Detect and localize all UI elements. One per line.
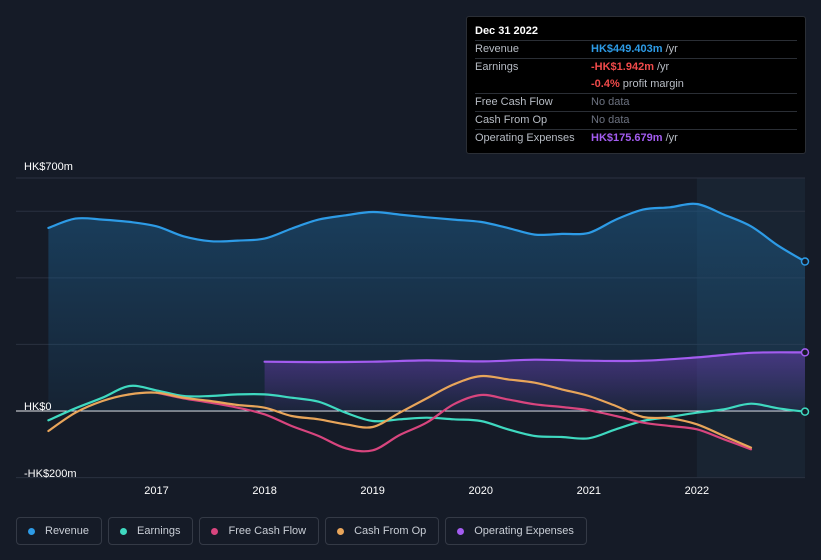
- legend-label: Earnings: [137, 525, 181, 537]
- earnings-line: [47, 384, 807, 440]
- tooltip-row-free-cash-flow: Free Cash Flow No data: [475, 93, 797, 111]
- tooltip-row-cash-from-op: Cash From Op No data: [475, 111, 797, 129]
- tooltip-value: No data: [591, 96, 630, 108]
- earnings-end-marker: [800, 407, 810, 416]
- tooltip-value: HK$175.679m: [591, 132, 663, 144]
- legend-dot-icon: [120, 527, 128, 535]
- tooltip-suffix: profit margin: [622, 78, 684, 90]
- tooltip-row-revenue: Revenue HK$449.403m /yr: [475, 40, 797, 58]
- tooltip-label: Cash From Op: [475, 114, 548, 126]
- area-fills: [48, 203, 806, 411]
- tooltip-value: -HK$1.942m: [591, 61, 654, 73]
- x-axis-label: 2018: [252, 485, 276, 497]
- legend-dot-icon: [28, 527, 35, 535]
- legend-item-revenue[interactable]: Revenue: [16, 517, 103, 545]
- x-axis-label: 2019: [360, 485, 384, 497]
- y-axis-label: -HK$200m: [24, 468, 77, 480]
- legend-item-free-cash-flow[interactable]: Free Cash Flow: [199, 517, 320, 545]
- legend-item-earnings[interactable]: Earnings: [108, 517, 194, 545]
- x-axis-label: 2017: [144, 485, 168, 497]
- end-markers: [800, 257, 810, 416]
- data-tooltip: Dec 31 2022 Revenue HK$449.403m /yr Earn…: [466, 16, 806, 154]
- legend-item-cash-from-op[interactable]: Cash From Op: [325, 517, 440, 545]
- revenue-line: [47, 202, 807, 263]
- series-lines: [47, 202, 807, 453]
- tooltip-label: Operating Expenses: [475, 132, 575, 144]
- x-axis-labels: 2017 2018 2019 2020 2021 2022: [144, 485, 709, 497]
- revenue-area: [48, 203, 805, 411]
- tooltip-label: Earnings: [475, 61, 519, 73]
- tooltip-date: Dec 31 2022: [475, 25, 538, 37]
- tooltip-row-operating-expenses: Operating Expenses HK$175.679m /yr: [475, 129, 797, 147]
- x-axis-label: 2021: [577, 485, 601, 497]
- y-axis-label: HK$0: [24, 401, 52, 413]
- legend-label: Cash From Op: [354, 525, 427, 537]
- tooltip-row-margin: -0.4% profit margin: [475, 76, 797, 93]
- tooltip-label: Revenue: [475, 43, 520, 55]
- y-axis-label: HK$700m: [24, 161, 73, 173]
- legend-label: Free Cash Flow: [228, 525, 307, 537]
- tooltip-row-earnings: Earnings -HK$1.942m /yr: [475, 58, 797, 76]
- revenue-end-marker: [800, 257, 810, 266]
- legend-label: Revenue: [45, 525, 90, 537]
- operating-expenses-end-marker: [800, 348, 810, 357]
- operating-expenses-line: [263, 351, 807, 364]
- tooltip-value: -0.4%: [591, 78, 620, 90]
- tooltip-value: No data: [591, 114, 630, 126]
- tooltip-suffix: /yr: [665, 43, 678, 55]
- legend-dot-icon: [337, 527, 345, 535]
- y-axis-labels: HK$700m HK$0 -HK$200m: [24, 161, 77, 480]
- legend-dot-icon: [457, 527, 465, 535]
- x-axis-label: 2022: [685, 485, 709, 497]
- cash-from-op-line: [47, 374, 753, 449]
- tooltip-value: HK$449.403m: [591, 43, 663, 55]
- legend-dot-icon: [211, 527, 219, 535]
- legend-label: Operating Expenses: [474, 525, 574, 537]
- tooltip-label: [475, 76, 591, 93]
- legend-item-operating-expenses[interactable]: Operating Expenses: [445, 517, 587, 545]
- tooltip-label: Free Cash Flow: [475, 96, 553, 108]
- x-axis-label: 2020: [469, 485, 493, 497]
- free-cash-flow-line: [155, 391, 753, 453]
- legend: Revenue Earnings Free Cash Flow Cash Fro…: [16, 517, 593, 545]
- tooltip-suffix: /yr: [656, 61, 670, 73]
- tooltip-suffix: /yr: [665, 132, 678, 144]
